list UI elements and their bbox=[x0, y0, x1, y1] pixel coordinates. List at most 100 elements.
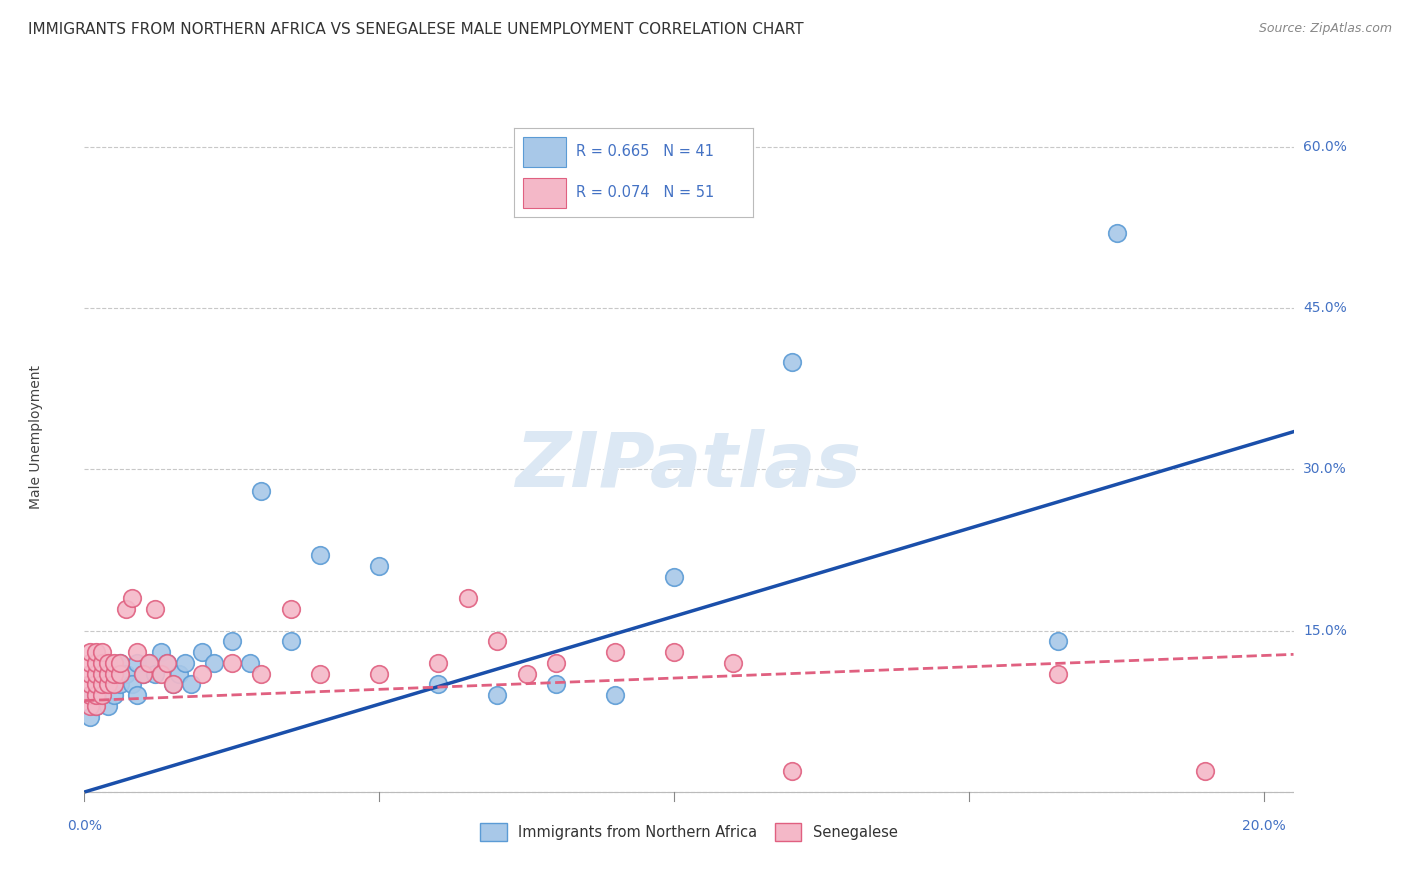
Point bbox=[91, 688, 114, 702]
Point bbox=[202, 656, 225, 670]
Point bbox=[546, 677, 568, 691]
Point bbox=[457, 591, 479, 606]
Point bbox=[280, 634, 302, 648]
Text: 0.0%: 0.0% bbox=[67, 819, 101, 833]
Point bbox=[79, 688, 101, 702]
Point bbox=[108, 656, 131, 670]
Text: 15.0%: 15.0% bbox=[1303, 624, 1347, 638]
FancyBboxPatch shape bbox=[523, 178, 567, 208]
Point bbox=[664, 645, 686, 659]
Point bbox=[108, 677, 131, 691]
Point bbox=[156, 656, 179, 670]
Point bbox=[84, 677, 107, 691]
Point bbox=[546, 656, 568, 670]
Point bbox=[121, 591, 143, 606]
FancyBboxPatch shape bbox=[523, 136, 567, 167]
Point bbox=[605, 688, 627, 702]
Point bbox=[150, 666, 173, 681]
Point bbox=[250, 666, 273, 681]
Point bbox=[156, 656, 179, 670]
Text: R = 0.074   N = 51: R = 0.074 N = 51 bbox=[576, 186, 714, 201]
Point bbox=[103, 666, 125, 681]
Text: 45.0%: 45.0% bbox=[1303, 301, 1347, 315]
Point bbox=[143, 602, 166, 616]
Point bbox=[138, 656, 160, 670]
Point bbox=[368, 559, 391, 574]
Text: Source: ZipAtlas.com: Source: ZipAtlas.com bbox=[1258, 22, 1392, 36]
Point bbox=[132, 666, 155, 681]
Point bbox=[221, 634, 243, 648]
Point bbox=[103, 666, 125, 681]
Point bbox=[91, 677, 114, 691]
Point bbox=[132, 666, 155, 681]
Point bbox=[97, 698, 120, 713]
Point bbox=[91, 645, 114, 659]
Point bbox=[780, 764, 803, 778]
Point bbox=[84, 666, 107, 681]
Point bbox=[238, 656, 260, 670]
Point bbox=[79, 677, 101, 691]
Point bbox=[162, 677, 184, 691]
Point bbox=[1046, 634, 1069, 648]
Point bbox=[97, 656, 120, 670]
Point bbox=[486, 688, 509, 702]
Point bbox=[91, 688, 114, 702]
Point bbox=[91, 666, 114, 681]
Point bbox=[79, 645, 101, 659]
Point bbox=[309, 549, 332, 563]
Point bbox=[127, 688, 149, 702]
Point bbox=[79, 688, 101, 702]
Point bbox=[721, 656, 744, 670]
Point bbox=[114, 666, 136, 681]
Point bbox=[84, 688, 107, 702]
Point bbox=[427, 677, 450, 691]
Point bbox=[167, 666, 190, 681]
Point bbox=[84, 677, 107, 691]
Point bbox=[91, 656, 114, 670]
Point bbox=[309, 666, 332, 681]
Point bbox=[1046, 666, 1069, 681]
Text: 60.0%: 60.0% bbox=[1303, 140, 1347, 153]
Point bbox=[368, 666, 391, 681]
Point bbox=[664, 570, 686, 584]
Point bbox=[780, 355, 803, 369]
Point bbox=[97, 666, 120, 681]
Point bbox=[84, 698, 107, 713]
Point bbox=[91, 666, 114, 681]
Point bbox=[108, 656, 131, 670]
Point bbox=[280, 602, 302, 616]
Point bbox=[79, 656, 101, 670]
Point bbox=[173, 656, 195, 670]
Point bbox=[121, 677, 143, 691]
Point bbox=[103, 677, 125, 691]
Point bbox=[191, 666, 214, 681]
Text: ZIPatlas: ZIPatlas bbox=[516, 429, 862, 503]
Point bbox=[108, 666, 131, 681]
Point bbox=[516, 666, 538, 681]
Text: 20.0%: 20.0% bbox=[1241, 819, 1286, 833]
Point bbox=[103, 656, 125, 670]
Point bbox=[79, 666, 101, 681]
Point bbox=[180, 677, 202, 691]
Point bbox=[84, 698, 107, 713]
Text: R = 0.665   N = 41: R = 0.665 N = 41 bbox=[576, 145, 714, 160]
Point bbox=[221, 656, 243, 670]
Point bbox=[1105, 226, 1128, 240]
Point bbox=[97, 677, 120, 691]
Point bbox=[84, 645, 107, 659]
Point bbox=[150, 645, 173, 659]
Point bbox=[97, 677, 120, 691]
Point bbox=[191, 645, 214, 659]
Text: Male Unemployment: Male Unemployment bbox=[30, 365, 44, 509]
Point bbox=[79, 710, 101, 724]
Point bbox=[138, 656, 160, 670]
Legend: Immigrants from Northern Africa, Senegalese: Immigrants from Northern Africa, Senegal… bbox=[474, 817, 904, 847]
Point bbox=[127, 645, 149, 659]
Point bbox=[162, 677, 184, 691]
Point bbox=[103, 688, 125, 702]
Point bbox=[79, 698, 101, 713]
Point bbox=[1194, 764, 1216, 778]
Point bbox=[427, 656, 450, 670]
Point bbox=[250, 483, 273, 498]
Point bbox=[114, 602, 136, 616]
